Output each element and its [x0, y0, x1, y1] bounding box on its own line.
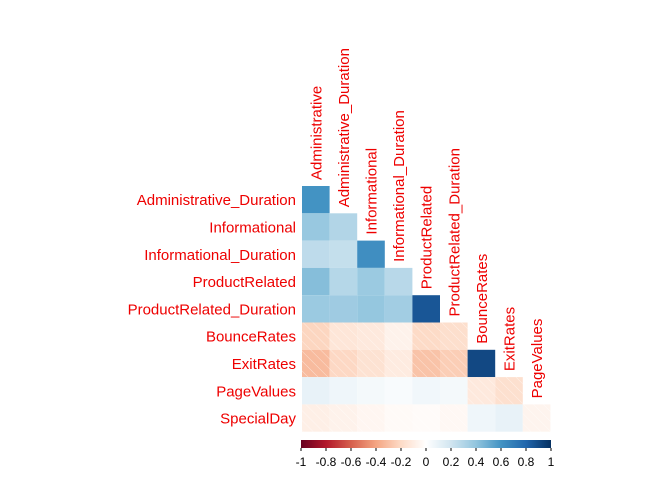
- column-label: Informational: [364, 148, 381, 235]
- column-label: ProductRelated_Duration: [446, 148, 463, 316]
- heatmap-cell-hatch: [440, 349, 468, 378]
- heatmap-cell: [412, 377, 440, 405]
- heatmap-cell-hatch: [329, 349, 358, 378]
- heatmap-cell: [302, 295, 330, 323]
- colorbar-tick-label: 0.2: [443, 455, 460, 469]
- row-labels: Administrative_Duration Informational Info…: [128, 192, 297, 427]
- heatmap-cell-hatch: [302, 349, 330, 378]
- heatmap-cell-hatch: [440, 322, 468, 350]
- column-label: Administrative_Duration: [336, 48, 353, 207]
- colorbar: -1 -0.8 -0.6 -0.4 -0.2 0 0.2 0.4 0.6 0.8 1: [296, 440, 555, 469]
- heatmap-cell: [329, 377, 358, 405]
- heatmap-cell: [329, 240, 358, 268]
- row-label: ProductRelated_Duration: [128, 301, 296, 318]
- colorbar-tick-label: -0.2: [391, 455, 412, 469]
- colorbar-tick-label: 1: [548, 455, 555, 469]
- row-label: SpecialDay: [220, 411, 296, 428]
- heatmap-cell: [357, 267, 385, 296]
- colorbar-tick-label: 0.6: [493, 455, 510, 469]
- heatmap-cell: [467, 349, 496, 378]
- heatmap-cell: [357, 295, 385, 323]
- column-label: ProductRelated: [419, 186, 436, 289]
- row-label: ExitRates: [232, 356, 296, 373]
- row-label: ProductRelated: [193, 274, 296, 291]
- heatmap-cell: [302, 186, 330, 214]
- colorbar-tick-label: 0.8: [518, 455, 535, 469]
- heatmap-cell-hatch: [302, 404, 330, 432]
- row-label: PageValues: [216, 383, 296, 400]
- heatmap-cell: [467, 404, 496, 432]
- heatmap-cell-hatch: [302, 322, 330, 350]
- heatmap-cell: [384, 267, 413, 296]
- heatmap-cell-hatch: [495, 377, 523, 405]
- heatmap-cell-hatch: [440, 404, 468, 432]
- heatmap-cell-hatch: [384, 349, 413, 378]
- colorbar-tick-label: -0.4: [366, 455, 387, 469]
- column-label: Administrative: [308, 86, 325, 180]
- heatmap-cell: [384, 295, 413, 323]
- column-label: BounceRates: [474, 254, 491, 344]
- heatmap-cell-hatch: [384, 404, 413, 432]
- heatmap-cell: [329, 295, 358, 323]
- row-label: Informational: [209, 219, 296, 236]
- heatmap-cell-hatch: [357, 322, 385, 350]
- colorbar-tick-label: 0.4: [468, 455, 485, 469]
- heatmap-cell-hatch: [329, 322, 358, 350]
- heatmap-cell-hatch: [329, 404, 358, 432]
- colorbar-tick-label: -0.6: [341, 455, 362, 469]
- heatmap-cell: [302, 377, 330, 405]
- colorbar-tick-label: -0.8: [316, 455, 337, 469]
- heatmap-cells: [302, 186, 551, 432]
- heatmap-cell: [302, 213, 330, 241]
- heatmap-cell: [329, 213, 358, 241]
- column-label: Informational_Duration: [391, 110, 408, 262]
- heatmap-cell-hatch: [412, 404, 440, 432]
- row-label: Informational_Duration: [144, 247, 296, 264]
- heatmap-cell-hatch: [522, 404, 551, 432]
- heatmap-cell: [384, 377, 413, 405]
- column-label: PageValues: [529, 319, 546, 399]
- heatmap-cell: [357, 240, 385, 268]
- heatmap-cell-hatch: [412, 349, 440, 378]
- heatmap-cell-hatch: [467, 377, 496, 405]
- heatmap-cell: [302, 240, 330, 268]
- column-label: ExitRates: [502, 307, 519, 371]
- colorbar-bar: [301, 440, 551, 448]
- heatmap-cell: [440, 377, 468, 405]
- heatmap-cell: [412, 295, 440, 323]
- heatmap-cell-hatch: [357, 349, 385, 378]
- heatmap-cell-hatch: [412, 322, 440, 350]
- column-labels: Administrative Administrative_Duration Inf…: [308, 48, 546, 398]
- heatmap-cell: [302, 267, 330, 296]
- colorbar-tick-label: -1: [296, 455, 307, 469]
- heatmap-cell-hatch: [384, 322, 413, 350]
- heatmap-cell: [495, 404, 523, 432]
- colorbar-tick-label: 0: [423, 455, 430, 469]
- row-label: BounceRates: [206, 329, 296, 346]
- heatmap-cell: [329, 267, 358, 296]
- heatmap-cell: [357, 377, 385, 405]
- heatmap-cell-hatch: [357, 404, 385, 432]
- row-label: Administrative_Duration: [137, 192, 296, 209]
